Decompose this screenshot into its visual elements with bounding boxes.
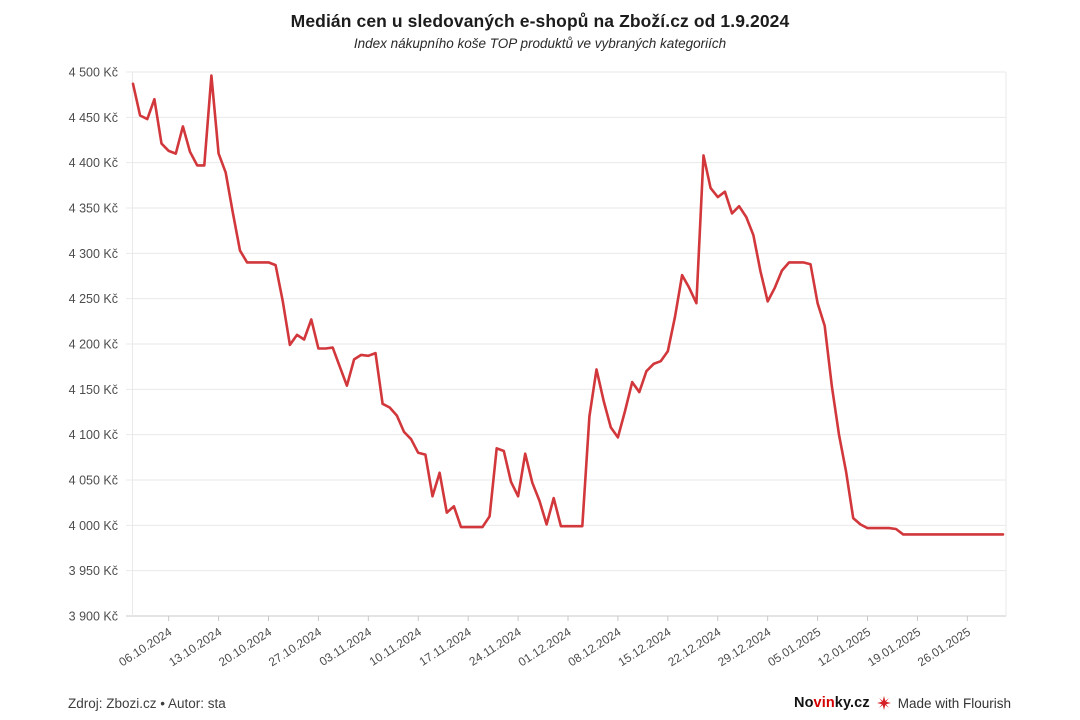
price-line-series (131, 74, 1005, 536)
novinky-logo-suffix: ky.cz (834, 695, 870, 711)
x-axis-label: 24.11.2024 (466, 625, 524, 669)
footer-brand: Novinky.cz Made with Flourish (794, 695, 1011, 711)
made-with-flourish: Made with Flourish (897, 695, 1011, 711)
novinky-logo-prefix: No (794, 695, 814, 711)
footer-source: Zdroj: Zbozi.cz • Autor: sta (68, 695, 226, 711)
x-axis-label: 15.12.2024 (615, 625, 673, 670)
x-axis-label: 01.12.2024 (516, 625, 574, 670)
y-axis-label: 4 250 Kč (69, 292, 118, 306)
novinky-logo: Novinky.cz (794, 695, 870, 711)
y-axis-label: 4 500 Kč (69, 66, 118, 80)
y-axis-label: 3 950 Kč (69, 564, 118, 578)
x-axis-label: 03.11.2024 (317, 625, 375, 669)
x-axis-label: 20.10.2024 (216, 625, 274, 670)
x-axis-label: 27.10.2024 (266, 625, 324, 670)
y-axis-label: 3 900 Kč (69, 610, 118, 624)
chart-subtitle: Index nákupního koše TOP produktů ve vyb… (353, 36, 727, 51)
y-axis-label: 4 400 Kč (69, 156, 118, 170)
x-axis-label: 06.10.2024 (116, 625, 174, 670)
price-line-chart: 4 500 Kč 4 450 Kč 4 400 Kč 4 350 Kč 4 300 Kč… (69, 66, 1007, 670)
x-axis-label: 17.11.2024 (417, 625, 475, 669)
x-axis-label: 19.01.2025 (865, 625, 923, 670)
x-axis-label: 22.12.2024 (665, 625, 723, 670)
y-axis-label: 4 150 Kč (69, 383, 118, 397)
x-axis-label: 08.12.2024 (566, 625, 624, 670)
y-axis-label: 4 200 Kč (69, 338, 118, 352)
chart-footer: Zdroj: Zbozi.cz • Autor: sta Novinky.cz … (68, 692, 1011, 714)
chart-title: Medián cen u sledovaných e-shopů na Zbož… (290, 11, 790, 31)
x-axis-label: 10.11.2024 (367, 625, 425, 669)
x-axis-label: 05.01.2025 (765, 625, 823, 670)
y-axis-label: 4 300 Kč (69, 247, 118, 261)
x-axis-label: 13.10.2024 (166, 625, 224, 670)
x-axis-label: 12.01.2025 (815, 625, 873, 670)
y-axis-label: 4 050 Kč (69, 474, 118, 488)
y-axis-label: 4 000 Kč (69, 519, 118, 533)
y-axis-label: 4 100 Kč (69, 428, 118, 442)
y-axis-label: 4 350 Kč (69, 202, 118, 216)
novinky-logo-highlight: vin (813, 695, 835, 711)
flourish-burst-icon (876, 696, 891, 710)
y-axis-label: 4 450 Kč (69, 111, 118, 125)
x-axis-label: 26.01.2025 (915, 625, 973, 670)
x-axis-label: 29.12.2024 (715, 625, 773, 670)
